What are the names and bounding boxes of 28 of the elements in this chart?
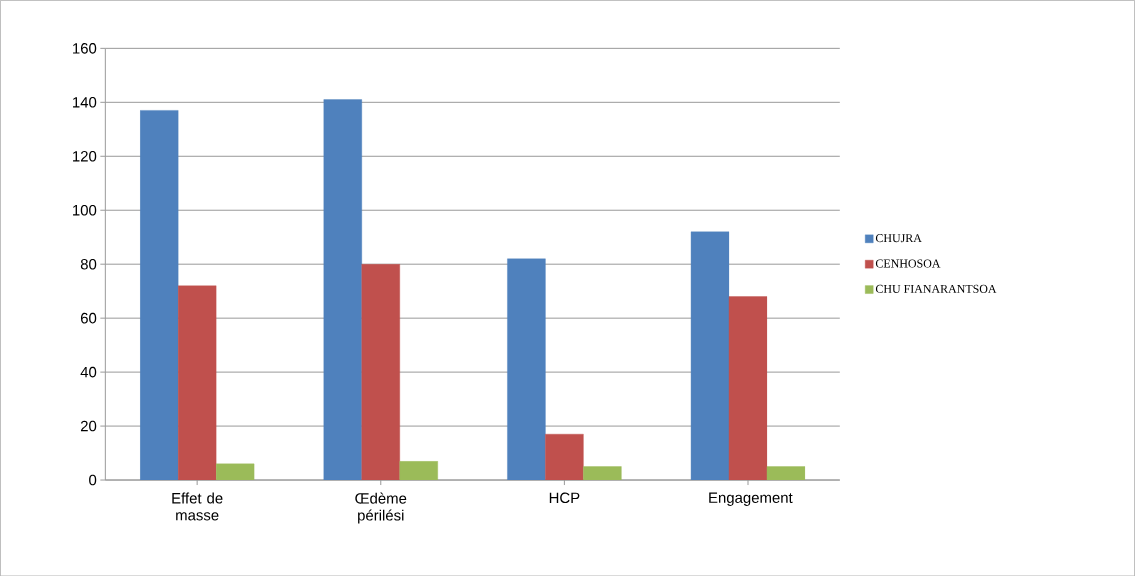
bar — [399, 460, 438, 480]
legend-label: CHU FIANARANTSOA — [875, 284, 997, 293]
x-tick-label: Œdème périlési — [355, 492, 407, 524]
y-tick-label: 0 — [89, 474, 97, 486]
y-tick-label: 160 — [73, 42, 97, 54]
legend-label: CENHOSOA — [875, 259, 941, 268]
y-tick-label: 100 — [73, 204, 97, 216]
bar — [139, 110, 179, 480]
y-tick-label: 20 — [80, 420, 97, 432]
y-tick-label: 60 — [80, 312, 97, 324]
y-tick-label: 80 — [80, 258, 97, 270]
bar — [545, 433, 584, 480]
bar — [323, 99, 362, 480]
x-tick-label: Effet de masse — [172, 492, 223, 521]
y-tick-label: 120 — [73, 150, 97, 162]
bar — [215, 463, 255, 480]
bar — [583, 466, 622, 480]
bar — [728, 296, 768, 480]
y-tick-label: 140 — [73, 96, 97, 108]
bar — [690, 231, 730, 480]
legend-label: CHUJRA — [875, 233, 922, 242]
bar — [361, 263, 400, 480]
x-tick-label: HCP — [549, 492, 580, 503]
bar — [507, 258, 546, 480]
bar — [177, 285, 217, 480]
y-tick-label: 40 — [80, 366, 97, 378]
bar — [766, 466, 806, 480]
x-tick-label: Engagement — [709, 492, 793, 506]
